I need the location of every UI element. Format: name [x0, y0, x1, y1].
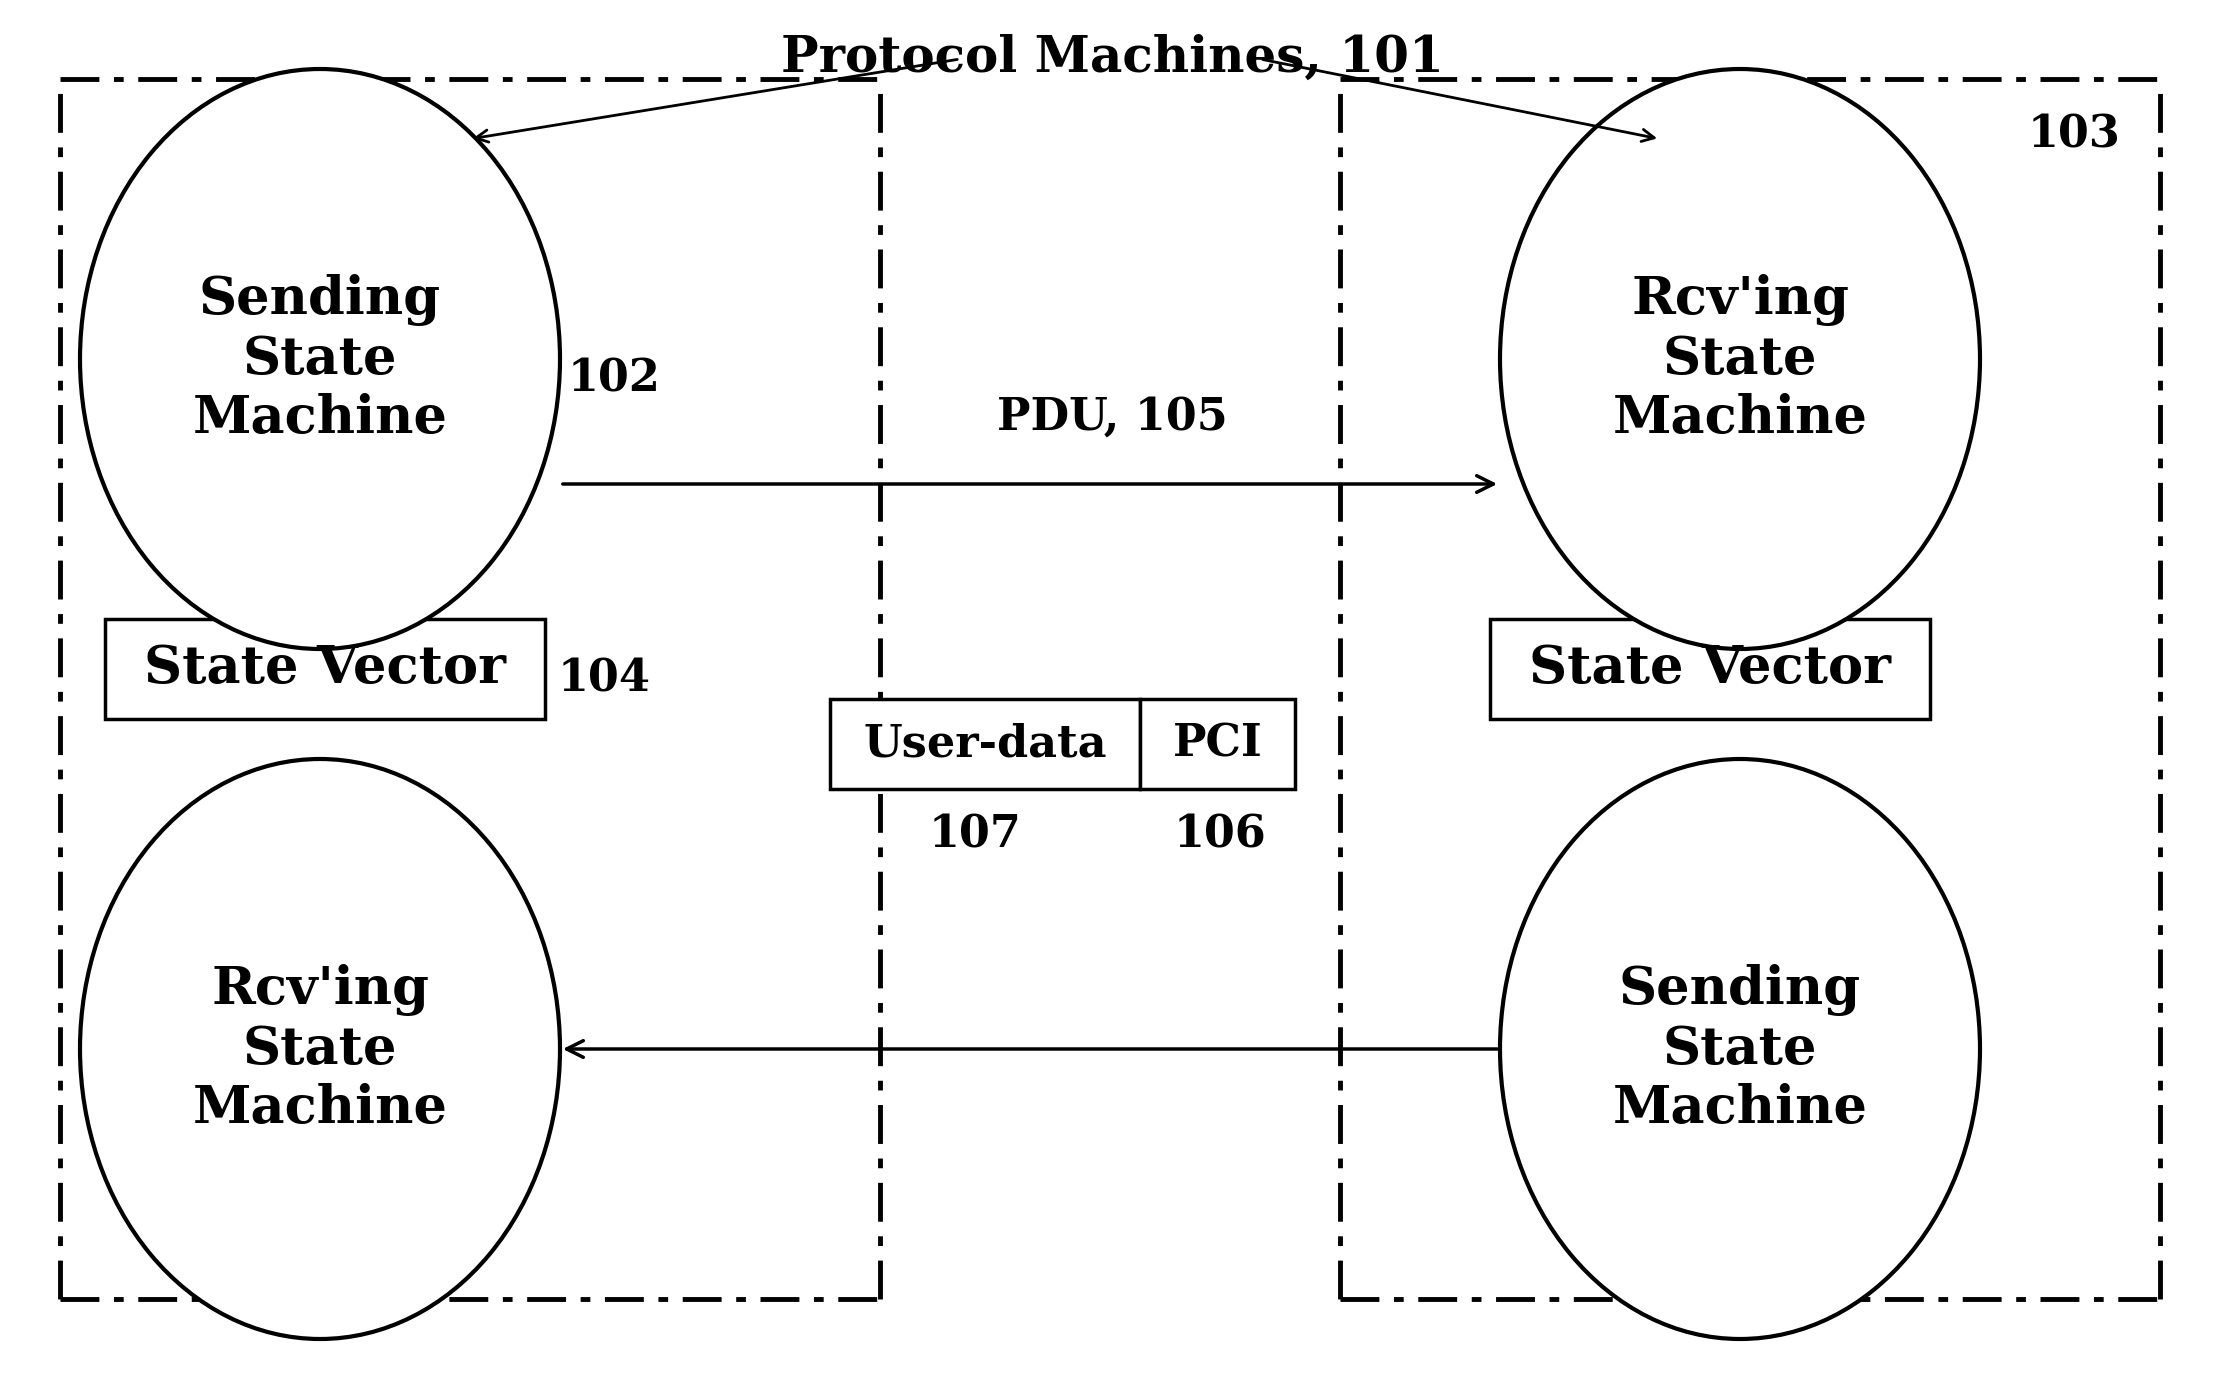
Text: PCI: PCI: [1173, 723, 1262, 765]
Bar: [105, 619, 545, 718]
Text: User-data: User-data: [863, 723, 1106, 765]
Ellipse shape: [80, 758, 561, 1339]
Text: Sending
State
Machine: Sending State Machine: [194, 274, 447, 444]
Ellipse shape: [1500, 758, 1980, 1339]
Text: 103: 103: [2027, 114, 2120, 157]
Bar: [1139, 699, 1295, 789]
Ellipse shape: [80, 69, 561, 650]
Text: 102: 102: [567, 357, 661, 400]
Text: PDU, 105: PDU, 105: [997, 396, 1228, 439]
Text: Sending
State
Machine: Sending State Machine: [1613, 964, 1867, 1134]
Text: 106: 106: [1173, 814, 1266, 856]
Text: Rcv'ing
State
Machine: Rcv'ing State Machine: [1613, 274, 1867, 444]
Text: 107: 107: [928, 814, 1021, 856]
Text: State Vector: State Vector: [145, 644, 505, 695]
Bar: [830, 699, 1139, 789]
Text: State Vector: State Vector: [1529, 644, 1891, 695]
Bar: [1491, 619, 1929, 718]
Text: Rcv'ing
State
Machine: Rcv'ing State Machine: [194, 964, 447, 1134]
Ellipse shape: [1500, 69, 1980, 650]
Text: Protocol Machines, 101: Protocol Machines, 101: [781, 34, 1444, 83]
Text: 104: 104: [558, 658, 652, 701]
